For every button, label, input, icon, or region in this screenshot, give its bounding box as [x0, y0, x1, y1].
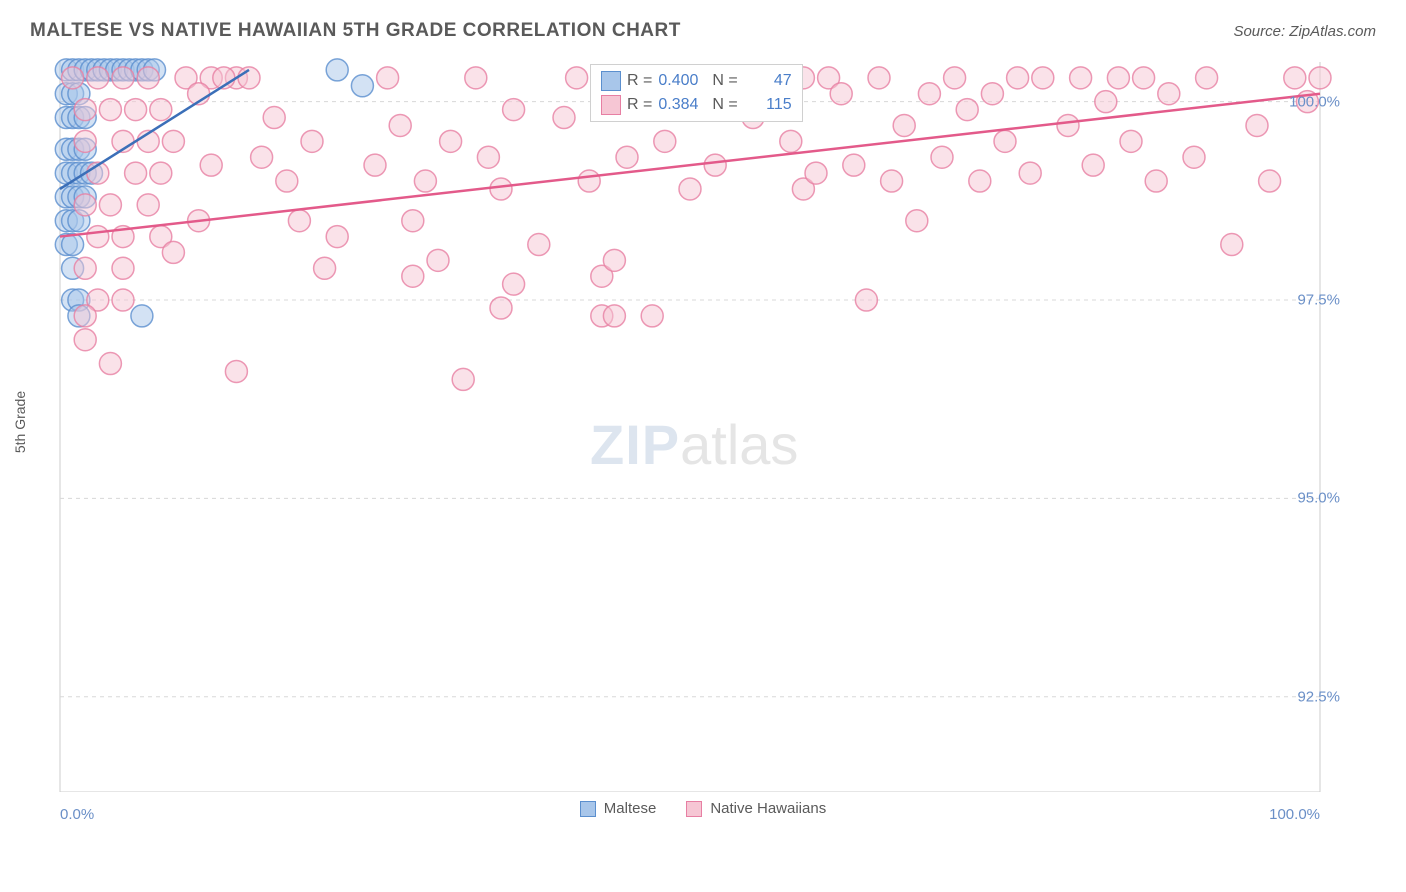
- legend-label: Maltese: [604, 800, 657, 817]
- series-swatch: [601, 71, 621, 91]
- r-label: R =: [627, 96, 652, 114]
- chart-area: 5th Grade 92.5%95.0%97.5%100.0% 0.0%100.…: [30, 52, 1376, 792]
- r-value: 0.400: [658, 72, 706, 90]
- legend-item: Maltese: [580, 800, 657, 817]
- legend-swatch: [580, 801, 596, 817]
- header: MALTESE VS NATIVE HAWAIIAN 5TH GRADE COR…: [0, 0, 1406, 52]
- n-label: N =: [712, 72, 737, 90]
- correlation-row: R = 0.400 N = 47: [601, 69, 792, 93]
- r-label: R =: [627, 72, 652, 90]
- x-tick-label: 100.0%: [1269, 806, 1320, 820]
- legend-swatch: [686, 801, 702, 817]
- correlation-legend: R = 0.400 N = 47 R = 0.384 N = 115: [590, 64, 803, 122]
- legend: Maltese Native Hawaiians: [0, 800, 1406, 817]
- n-value: 115: [744, 96, 792, 114]
- x-tick-label: 0.0%: [60, 806, 94, 820]
- legend-label: Native Hawaiians: [710, 800, 826, 817]
- x-tick-labels: 0.0%100.0%: [30, 52, 1376, 792]
- chart-title: MALTESE VS NATIVE HAWAIIAN 5TH GRADE COR…: [30, 20, 681, 42]
- r-value: 0.384: [658, 96, 706, 114]
- n-label: N =: [712, 96, 737, 114]
- n-value: 47: [744, 72, 792, 90]
- source-attribution: Source: ZipAtlas.com: [1233, 23, 1376, 40]
- y-axis-label: 5th Grade: [12, 391, 28, 453]
- correlation-row: R = 0.384 N = 115: [601, 93, 792, 117]
- legend-item: Native Hawaiians: [686, 800, 826, 817]
- series-swatch: [601, 95, 621, 115]
